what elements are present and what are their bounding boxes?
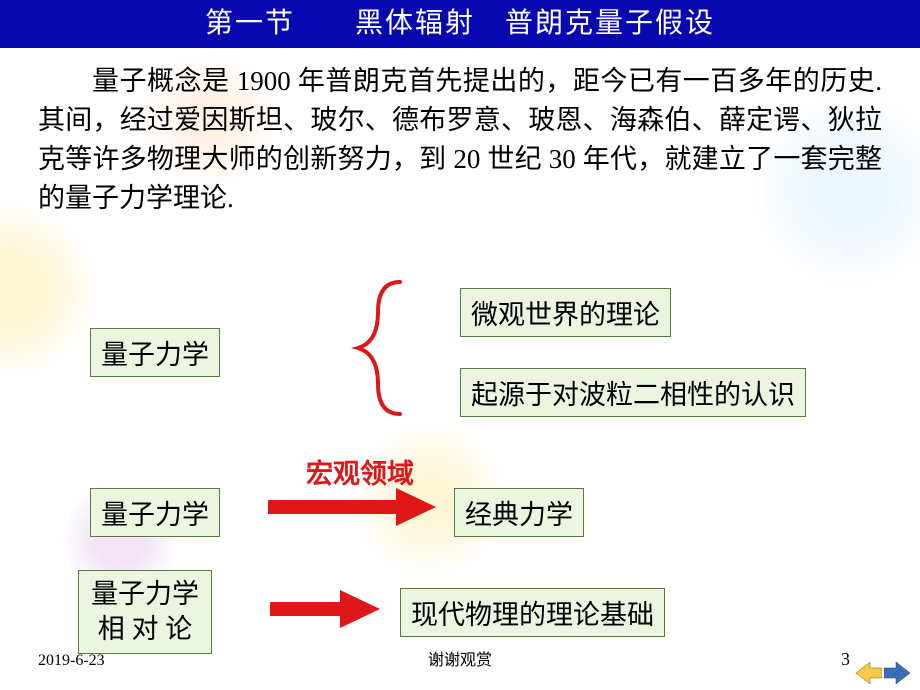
footer-thanks: 谢谢观赏 xyxy=(0,646,920,670)
box-wave-particle-origin: 起源于对波粒二相性的认识 xyxy=(460,368,806,417)
arrow-modern-icon xyxy=(270,590,380,628)
nav-arrows xyxy=(856,662,910,684)
box-quantum-mechanics-2: 量子力学 xyxy=(90,488,220,537)
nav-next-button[interactable] xyxy=(884,662,910,684)
bg-balloon-1 xyxy=(0,200,100,380)
box-classical-mechanics: 经典力学 xyxy=(454,488,584,537)
arrow-macro-icon xyxy=(268,488,438,526)
box-modern-physics: 现代物理的理论基础 xyxy=(400,588,665,637)
brace-icon xyxy=(350,276,410,420)
box-qm-relativity-line1: 量子力学 xyxy=(91,579,199,609)
box-quantum-mechanics-1: 量子力学 xyxy=(90,328,220,377)
intro-paragraph: 量子概念是 1900 年普朗克首先提出的，距今已有一百多年的历史.其间，经过爱因… xyxy=(38,62,882,219)
page-number: 3 xyxy=(841,649,850,670)
box-qm-relativity: 量子力学 相 对 论 xyxy=(78,570,212,654)
slide-title: 第一节 黑体辐射 普朗克量子假设 xyxy=(0,0,920,48)
nav-prev-button[interactable] xyxy=(856,662,882,684)
box-micro-world: 微观世界的理论 xyxy=(460,288,671,337)
box-qm-relativity-line2: 相 对 论 xyxy=(98,614,193,644)
arrow-label-macro: 宏观领域 xyxy=(306,452,414,491)
